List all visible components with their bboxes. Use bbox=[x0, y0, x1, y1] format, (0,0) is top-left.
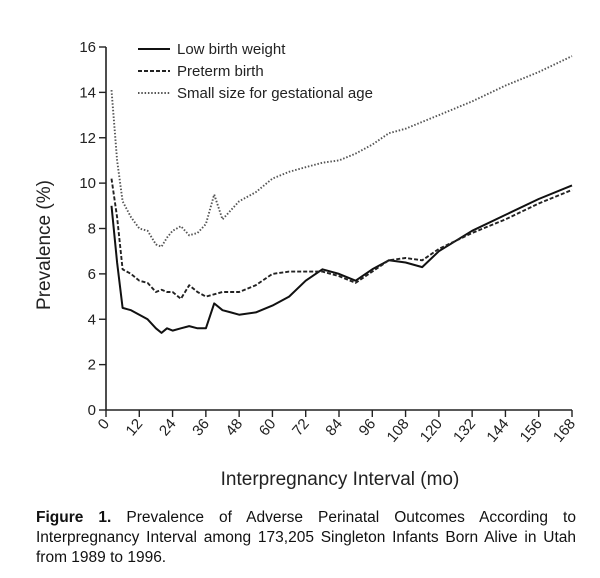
series-line-low-birth-weight bbox=[110, 184, 573, 334]
y-tick-label: 4 bbox=[88, 311, 96, 328]
x-tick-label: 0 bbox=[95, 416, 113, 433]
legend-label: Preterm birth bbox=[177, 63, 264, 80]
x-tick-label: 96 bbox=[356, 416, 380, 440]
legend-label: Small size for gestational age bbox=[177, 85, 373, 102]
y-tick-label: 2 bbox=[88, 357, 96, 374]
figure-label: Figure 1. bbox=[36, 509, 112, 526]
series-line-preterm-birth bbox=[110, 178, 573, 300]
y-tick-label: 12 bbox=[79, 130, 96, 147]
x-axis-title: Interpregnancy Interval (mo) bbox=[221, 469, 460, 490]
x-tick-label: 12 bbox=[123, 416, 147, 440]
x-tick-label: 36 bbox=[189, 416, 213, 440]
x-tick-label: 144 bbox=[483, 416, 512, 446]
x-tick-label: 24 bbox=[156, 416, 180, 440]
y-tick-label: 0 bbox=[88, 402, 96, 419]
x-tick-label: 84 bbox=[322, 416, 346, 440]
x-tick-label: 156 bbox=[517, 416, 546, 446]
y-tick-label: 16 bbox=[79, 39, 96, 56]
x-tick-label: 72 bbox=[289, 416, 313, 440]
figure-caption-text: Prevalence of Adverse Perinatal Outcomes… bbox=[36, 509, 576, 566]
x-tick-label: 132 bbox=[450, 416, 479, 446]
figure-caption: Figure 1. Prevalence of Adverse Perinata… bbox=[36, 508, 576, 568]
x-tick-label: 108 bbox=[384, 416, 413, 446]
x-tick-label: 60 bbox=[256, 416, 280, 440]
y-tick-label: 14 bbox=[79, 84, 96, 101]
x-tick-label: 168 bbox=[550, 416, 579, 446]
y-tick-label: 8 bbox=[88, 221, 96, 238]
legend: Low birth weight Preterm birth Small size … bbox=[138, 41, 373, 102]
tick-marks bbox=[99, 46, 573, 417]
x-tick-label: 120 bbox=[417, 416, 446, 446]
y-tick-label: 6 bbox=[88, 266, 96, 283]
legend-label: Low birth weight bbox=[177, 41, 286, 58]
y-tick-label: 10 bbox=[79, 175, 96, 192]
series-lines bbox=[110, 55, 573, 334]
y-axis-title: Prevalence (%) bbox=[34, 180, 55, 310]
x-tick-label: 48 bbox=[222, 416, 246, 440]
